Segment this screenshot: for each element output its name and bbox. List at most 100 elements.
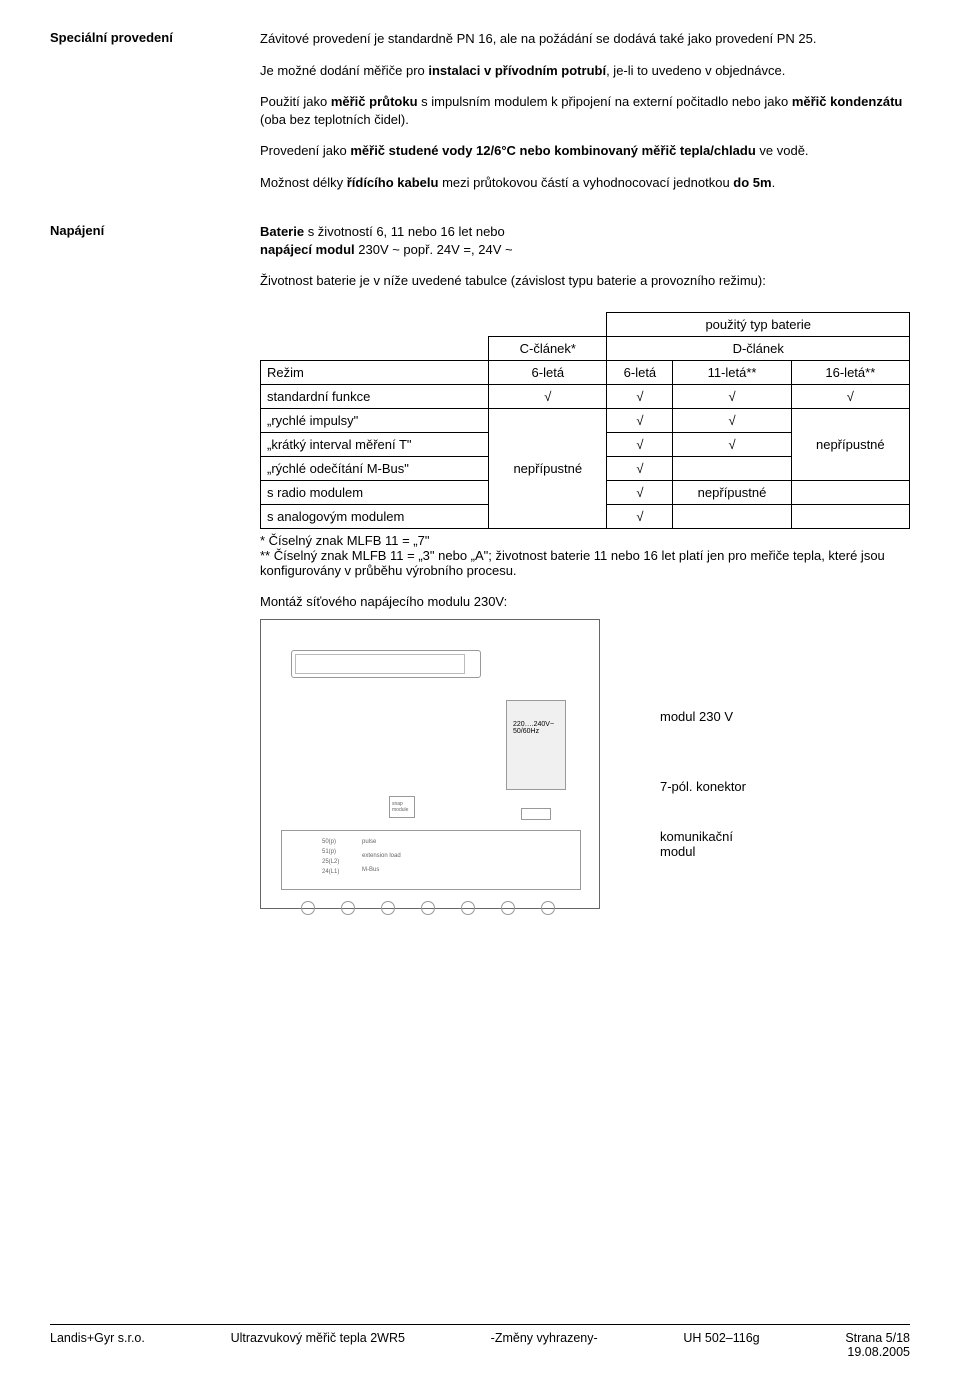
cell: „krátký interval měření T" — [261, 432, 489, 456]
text-bold: do 5m — [733, 175, 771, 190]
cell: nepřípustné — [673, 480, 791, 504]
cell: s radio modulem — [261, 480, 489, 504]
text: s impulsním modulem k připojení na exter… — [418, 94, 792, 109]
line-1: Baterie s životností 6, 11 nebo 16 let n… — [260, 223, 910, 241]
cable-hole-icon — [461, 901, 475, 915]
table-notes: * Číselný znak MLFB 11 = „7" ** Číselný … — [260, 533, 910, 578]
para-3: Použití jako měřič průtoku s impulsním m… — [260, 93, 910, 128]
para-1: Závitové provedení je standardně PN 16, … — [260, 30, 910, 48]
intro-text: Životnost baterie je v níže uvedené tabu… — [260, 272, 910, 290]
para-2: Je možné dodání měřiče pro instalaci v p… — [260, 62, 910, 80]
section-heading: Napájení — [50, 223, 260, 294]
cell: √ — [673, 432, 791, 456]
text-bold: instalaci v přívodním potrubí — [428, 63, 606, 78]
cell: 6-letá — [607, 360, 673, 384]
cell: Režim — [261, 360, 489, 384]
cell: 16-letá** — [791, 360, 909, 384]
cable-hole-icon — [541, 901, 555, 915]
text-bold: měřič kondenzátu — [792, 94, 903, 109]
t-label: M-Bus — [362, 867, 379, 873]
cell-empty — [673, 504, 791, 528]
text-bold: řídícího kabelu — [347, 175, 439, 190]
volt-label: 220….240V~ 50/60Hz — [513, 721, 554, 735]
cell: √ — [607, 504, 673, 528]
t-label: 24(L1) — [322, 869, 339, 875]
cell: √ — [489, 384, 607, 408]
mount-text: Montáž síťového napájecího modulu 230V: — [260, 594, 910, 609]
cell: 11-letá** — [673, 360, 791, 384]
battery-table: použitý typ baterie C-článek* D-článek R… — [260, 312, 910, 529]
text: modul — [660, 844, 746, 859]
power-module-box: 220….240V~ 50/60Hz — [506, 700, 566, 790]
text-bold: měřič studené vody 12/6°C nebo kombinova… — [350, 143, 755, 158]
label-comm-module: komunikační modul — [660, 829, 746, 859]
lcd-inner — [295, 654, 465, 674]
text: Možnost délky — [260, 175, 347, 190]
module-diagram: 220….240V~ 50/60Hz snap module 50(p) 51(… — [260, 619, 600, 909]
cell: nepřípustné — [791, 408, 909, 480]
comm-module-box: snap module — [389, 796, 415, 818]
cell: √ — [673, 408, 791, 432]
footer-mid1: Ultrazvukový měřič tepla 2WR5 — [231, 1331, 405, 1359]
battery-table-wrap: použitý typ baterie C-článek* D-článek R… — [260, 312, 910, 909]
cell: √ — [791, 384, 909, 408]
page-footer: Landis+Gyr s.r.o. Ultrazvukový měřič tep… — [50, 1324, 910, 1359]
text: (oba bez teplotních čidel). — [260, 112, 409, 127]
footer-date: 19.08.2005 — [845, 1345, 910, 1359]
t-label: 25(L2) — [322, 859, 339, 865]
cell-empty — [791, 504, 909, 528]
diagram-wrap: 220….240V~ 50/60Hz snap module 50(p) 51(… — [260, 619, 910, 909]
text: ve vodě. — [756, 143, 809, 158]
terminal-strip: 50(p) 51(p) 25(L2) 24(L1) pulse extensio… — [281, 830, 581, 890]
cell-empty — [791, 480, 909, 504]
text: Použití jako — [260, 94, 331, 109]
section-power: Napájení Baterie s životností 6, 11 nebo… — [50, 223, 910, 294]
cell: standardní funkce — [261, 384, 489, 408]
text: . — [772, 175, 776, 190]
cell: nepřípustné — [489, 408, 607, 528]
cell: √ — [607, 384, 673, 408]
text-bold: měřič průtoku — [331, 94, 418, 109]
cable-hole-icon — [341, 901, 355, 915]
text-bold: Baterie — [260, 224, 304, 239]
text: Je možné dodání měřiče pro — [260, 63, 428, 78]
cable-hole-icon — [301, 901, 315, 915]
section-body: Závitové provedení je standardně PN 16, … — [260, 30, 910, 205]
cable-hole-icon — [501, 901, 515, 915]
cell-header: D-článek — [607, 336, 910, 360]
t-label: 50(p) — [322, 839, 336, 845]
note-2: ** Číselný znak MLFB 11 = „3" nebo „A"; … — [260, 548, 910, 578]
text: 230V ~ popř. 24V =, 24V ~ — [355, 242, 513, 257]
table-row: použitý typ baterie — [261, 312, 910, 336]
cable-hole-icon — [381, 901, 395, 915]
cell-empty — [673, 456, 791, 480]
label-7pole-connector: 7-pól. konektor — [660, 779, 746, 794]
table-row: C-článek* D-článek — [261, 336, 910, 360]
cell: „rychlé impulsy" — [261, 408, 489, 432]
table-row: „rychlé impulsy" nepřípustné √ √ nepřípu… — [261, 408, 910, 432]
text: , je-li to uvedeno v objednávce. — [606, 63, 785, 78]
note-1: * Číselný znak MLFB 11 = „7" — [260, 533, 910, 548]
t-label: 51(p) — [322, 849, 336, 855]
text: Provedení jako — [260, 143, 350, 158]
section-body: Baterie s životností 6, 11 nebo 16 let n… — [260, 223, 910, 294]
cell-header: použitý typ baterie — [607, 312, 910, 336]
para-5: Možnost délky řídícího kabelu mezi průto… — [260, 174, 910, 192]
mod-label: snap module — [392, 801, 408, 813]
footer-right1: UH 502–116g — [683, 1331, 759, 1359]
t-label: extension load — [362, 853, 401, 859]
line-2: napájecí modul 230V ~ popř. 24V =, 24V ~ — [260, 241, 910, 259]
diagram-labels: modul 230 V 7-pól. konektor komunikační … — [660, 619, 746, 909]
cell: √ — [607, 456, 673, 480]
cell-empty — [261, 336, 489, 360]
cell: √ — [607, 432, 673, 456]
cell: 6-letá — [489, 360, 607, 384]
section-special: Speciální provedení Závitové provedení j… — [50, 30, 910, 205]
cell: √ — [607, 408, 673, 432]
table-row: standardní funkce √ √ √ √ — [261, 384, 910, 408]
cable-hole-icon — [421, 901, 435, 915]
cell: √ — [673, 384, 791, 408]
table-row: Režim 6-letá 6-letá 11-letá** 16-letá** — [261, 360, 910, 384]
cell: „rýchlé odečítání M-Bus" — [261, 456, 489, 480]
footer-mid2: -Změny vyhrazeny- — [491, 1331, 598, 1359]
